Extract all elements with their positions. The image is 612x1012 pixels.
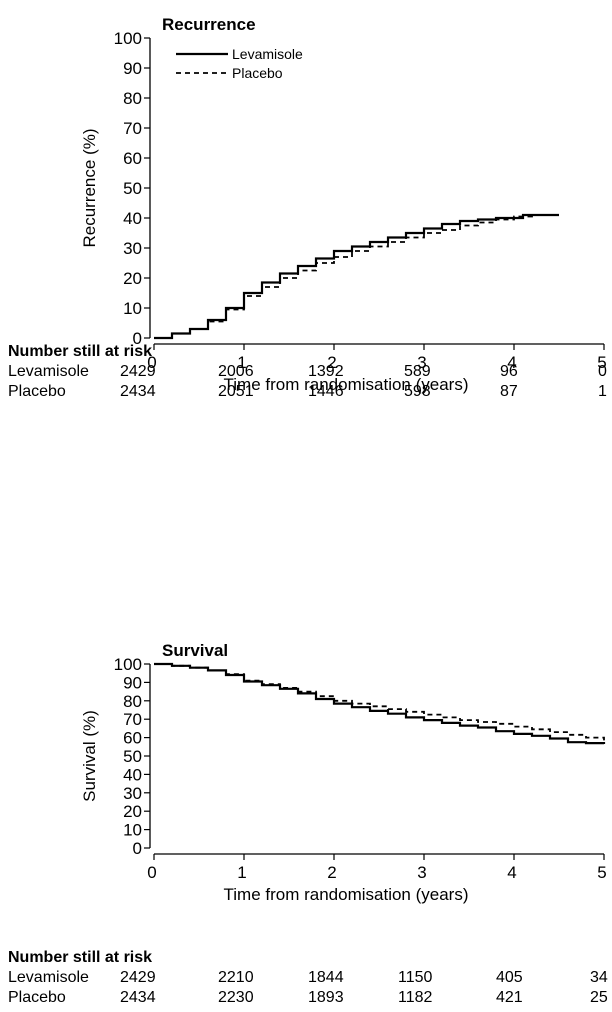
y-tick-label: 0 — [133, 839, 142, 858]
chart-title: Survival — [162, 641, 228, 660]
x-tick-label: 2 — [327, 353, 336, 372]
y-tick-label: 80 — [123, 89, 142, 108]
x-axis-title: Time from randomisation (years) — [224, 885, 469, 904]
x-tick-label: 4 — [507, 863, 516, 882]
chart-title: Recurrence — [162, 15, 256, 34]
risk-value: 589 — [404, 363, 431, 380]
risk-value: 34 — [590, 969, 608, 986]
risk-value: 2210 — [218, 969, 254, 986]
risk-value: 2429 — [120, 969, 156, 986]
y-tick-label: 20 — [123, 802, 142, 821]
y-axis-title: Survival (%) — [80, 710, 99, 802]
risk-row-levamisole: Levamisole 2429 2210 1844 1150 405 34 — [8, 968, 612, 988]
risk-value: 2434 — [120, 383, 156, 400]
risk-value: 405 — [496, 969, 523, 986]
y-tick-label: 30 — [123, 784, 142, 803]
y-tick-label: 50 — [123, 179, 142, 198]
risk-value: 96 — [500, 363, 518, 380]
x-axis-title: Time from randomisation (years) — [224, 375, 469, 394]
risk-value: 2230 — [218, 989, 254, 1006]
risk-value: 2429 — [120, 363, 156, 380]
x-tick-label: 1 — [237, 353, 246, 372]
risk-value: 1182 — [398, 989, 433, 1006]
y-tick-label: 100 — [114, 29, 142, 48]
risk-value: 421 — [496, 989, 523, 1006]
risk-table-recurrence: Number still at risk Levamisole 2429 200… — [8, 342, 612, 402]
series-line-placebo — [154, 214, 559, 339]
risk-value: 1893 — [308, 989, 344, 1006]
y-tick-label: 60 — [123, 149, 142, 168]
risk-value: 87 — [500, 383, 518, 400]
risk-row-placebo: Placebo 2434 2230 1893 1182 421 25 — [8, 988, 612, 1008]
risk-value: 0 — [598, 363, 607, 380]
risk-row-placebo: Placebo 2434 2051 1446 598 87 1 — [8, 382, 612, 402]
series-line-levamisole — [154, 213, 559, 340]
risk-row-label: Levamisole — [8, 969, 89, 986]
risk-value: 598 — [404, 383, 431, 400]
x-tick-label: 4 — [507, 353, 516, 372]
risk-row-label: Levamisole — [8, 363, 89, 380]
y-tick-label: 80 — [123, 692, 142, 711]
risk-value: 1 — [598, 383, 607, 400]
y-tick-label: 70 — [123, 710, 142, 729]
x-tick-label: 1 — [237, 863, 246, 882]
y-tick-label: 90 — [123, 673, 142, 692]
risk-value: 1392 — [308, 363, 344, 380]
x-tick-label: 5 — [597, 353, 606, 372]
recurrence-panel: 0 10 20 30 40 50 60 70 80 90 100 0 1 2 3 4 5 Recurrence Ti… — [80, 15, 607, 394]
series-line-levamisole — [154, 662, 606, 745]
risk-value: 1150 — [398, 969, 433, 986]
series-line-placebo — [154, 663, 605, 741]
y-tick-label: 40 — [123, 765, 142, 784]
legend-label-placebo: Placebo — [232, 65, 283, 81]
y-tick-label: 100 — [114, 655, 142, 674]
y-tick-label: 30 — [123, 239, 142, 258]
x-tick-label: 0 — [147, 863, 156, 882]
y-axis-title: Recurrence (%) — [80, 128, 99, 247]
risk-table-title: Number still at risk — [8, 949, 153, 966]
risk-row-levamisole: Levamisole 2429 2006 1392 589 96 0 — [8, 362, 612, 382]
risk-row-label: Placebo — [8, 383, 66, 400]
y-tick-label: 20 — [123, 269, 142, 288]
risk-value: 1446 — [308, 383, 344, 400]
risk-value: 25 — [590, 989, 608, 1006]
y-tick-label: 0 — [133, 329, 142, 348]
risk-value: 1844 — [308, 969, 344, 986]
legend-label-levamisole: Levamisole — [232, 46, 303, 62]
y-tick-label: 40 — [123, 209, 142, 228]
y-tick-label: 10 — [123, 821, 142, 840]
x-tick-label: 3 — [417, 353, 426, 372]
x-tick-label: 3 — [417, 863, 426, 882]
risk-value: 2051 — [218, 383, 254, 400]
x-tick-label: 0 — [147, 353, 156, 372]
y-tick-label: 60 — [123, 729, 142, 748]
risk-value: 2006 — [218, 363, 254, 380]
x-tick-label: 2 — [327, 863, 336, 882]
risk-value: 2434 — [120, 989, 156, 1006]
y-tick-label: 70 — [123, 119, 142, 138]
risk-table-title: Number still at risk — [8, 343, 153, 360]
y-tick-label: 10 — [123, 299, 142, 318]
y-tick-label: 90 — [123, 59, 142, 78]
x-tick-label: 5 — [597, 863, 606, 882]
risk-table-survival: Number still at risk Levamisole 2429 221… — [8, 948, 612, 1008]
risk-row-label: Placebo — [8, 989, 66, 1006]
y-tick-label: 50 — [123, 747, 142, 766]
